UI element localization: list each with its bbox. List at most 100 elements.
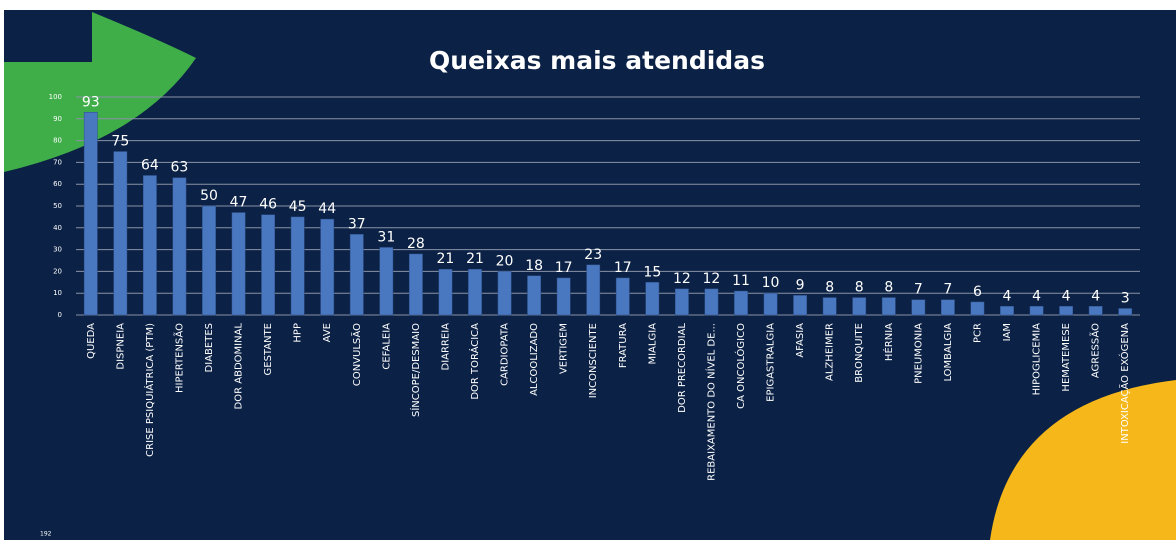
data-label: 8 bbox=[825, 280, 834, 296]
bar bbox=[853, 298, 866, 315]
bar bbox=[350, 234, 363, 315]
data-label: 4 bbox=[1091, 288, 1100, 304]
data-label: 21 bbox=[437, 251, 455, 267]
data-label: 3 bbox=[1121, 290, 1130, 306]
bar bbox=[971, 302, 984, 315]
bar bbox=[1089, 306, 1102, 315]
page-number: 192 bbox=[40, 531, 52, 538]
bar bbox=[705, 289, 718, 315]
bar bbox=[143, 175, 156, 315]
x-tick-label: HPP bbox=[293, 323, 304, 343]
bar bbox=[527, 276, 540, 315]
x-tick-label: CRISE PSIQUIÁTRICA (PTM) bbox=[143, 323, 156, 457]
x-tick-label: HÉRNIA bbox=[882, 323, 895, 361]
x-tick-label: PCR bbox=[972, 323, 983, 343]
x-tick-label: INTOXICAÇÃO EXÓGENA bbox=[1118, 323, 1131, 444]
data-label: 44 bbox=[318, 201, 336, 217]
x-tick-label: MIALGIA bbox=[647, 323, 658, 365]
bar bbox=[291, 217, 304, 315]
bar bbox=[764, 293, 777, 315]
bar bbox=[261, 215, 274, 315]
x-tick-label: HIPERTENSÃO bbox=[172, 323, 185, 393]
x-tick-label: DIARREIA bbox=[440, 323, 451, 371]
slide: Queixas mais atendidas 192 0 10 20 30 40 50 60… bbox=[0, 0, 1176, 540]
data-label: 12 bbox=[673, 271, 691, 287]
data-label: 17 bbox=[555, 260, 573, 276]
y-tick-label: 30 bbox=[53, 246, 62, 254]
page: {"chart_data": {"type": "bar", "title": … bbox=[0, 0, 1176, 540]
y-tick-label: 0 bbox=[58, 311, 62, 319]
x-tick-label: AGRESSÃO bbox=[1089, 323, 1102, 378]
x-tick-label: EPIGASTRALGIA bbox=[766, 323, 777, 402]
data-label: 8 bbox=[884, 280, 893, 296]
data-label: 23 bbox=[584, 247, 602, 263]
y-tick-label: 20 bbox=[53, 267, 62, 275]
data-label: 4 bbox=[1003, 288, 1012, 304]
x-tick-label: AFASIA bbox=[795, 323, 806, 358]
bar bbox=[409, 254, 422, 315]
y-tick-label: 50 bbox=[53, 202, 62, 210]
data-label: 6 bbox=[973, 284, 982, 300]
data-label: 4 bbox=[1062, 288, 1071, 304]
data-label: 64 bbox=[141, 157, 159, 173]
bar bbox=[823, 298, 836, 315]
data-label: 21 bbox=[466, 251, 484, 267]
x-tick-label: AVE bbox=[322, 323, 333, 342]
data-label: 28 bbox=[407, 236, 425, 252]
data-label: 47 bbox=[230, 195, 248, 211]
x-tick-label: BRONQUITE bbox=[854, 323, 865, 383]
bar bbox=[1000, 306, 1013, 315]
x-tick-label: QUEDA bbox=[86, 323, 97, 359]
data-label: 18 bbox=[525, 258, 543, 274]
data-label: 4 bbox=[1032, 288, 1041, 304]
x-tick-label: INCONSCIENTE bbox=[588, 323, 599, 398]
y-tick-label: 90 bbox=[53, 115, 62, 123]
bar bbox=[468, 269, 481, 315]
bar bbox=[114, 152, 127, 316]
bar bbox=[587, 265, 600, 315]
bar bbox=[941, 300, 954, 315]
chart-title: Queixas mais atendidas bbox=[429, 46, 765, 75]
x-tick-label: CEFALEIA bbox=[381, 323, 392, 370]
x-tick-label: DOR TORÁCICA bbox=[468, 323, 481, 400]
y-tick-label: 40 bbox=[53, 224, 62, 232]
data-label: 37 bbox=[348, 216, 366, 232]
data-label: 63 bbox=[171, 160, 189, 176]
x-tick-label: REBAIXAMENTO DO NÍVEL DE... bbox=[704, 323, 717, 481]
bar bbox=[439, 269, 452, 315]
data-label: 7 bbox=[943, 282, 952, 298]
bar bbox=[557, 278, 570, 315]
bar bbox=[616, 278, 629, 315]
x-tick-label: DIABETES bbox=[204, 323, 215, 372]
data-label: 11 bbox=[732, 273, 750, 289]
data-label: 17 bbox=[614, 260, 632, 276]
x-tick-label: ALCOOLIZADO bbox=[529, 323, 540, 396]
x-tick-label: LOMBALGIA bbox=[943, 323, 954, 382]
data-label: 8 bbox=[855, 280, 864, 296]
x-tick-label: DOR PRECORDIAL bbox=[677, 323, 688, 413]
data-label: 10 bbox=[762, 275, 780, 291]
bar bbox=[734, 291, 747, 315]
y-tick-label: 80 bbox=[53, 137, 62, 145]
x-tick-label: ALZHEIMER bbox=[825, 323, 836, 381]
y-tick-label: 100 bbox=[49, 93, 62, 101]
bar bbox=[882, 298, 895, 315]
bar bbox=[1030, 306, 1043, 315]
bar bbox=[1059, 306, 1072, 315]
y-tick-label: 10 bbox=[53, 289, 62, 297]
data-label: 15 bbox=[643, 264, 661, 280]
bar bbox=[84, 112, 97, 315]
x-tick-label: CA ONCOLÓGICO bbox=[734, 323, 747, 409]
x-tick-label: VERTIGEM bbox=[559, 323, 570, 374]
data-label: 45 bbox=[289, 199, 307, 215]
bar bbox=[912, 300, 925, 315]
x-tick-label: CARDIOPATA bbox=[500, 323, 511, 386]
bar bbox=[793, 295, 806, 315]
bar bbox=[675, 289, 688, 315]
y-tick-label: 70 bbox=[53, 158, 62, 166]
data-label: 75 bbox=[111, 134, 129, 150]
y-tick-label: 60 bbox=[53, 180, 62, 188]
x-tick-label: SÍNCOPE/DESMAIO bbox=[409, 323, 422, 417]
data-label: 31 bbox=[377, 229, 395, 245]
data-label: 46 bbox=[259, 197, 277, 213]
